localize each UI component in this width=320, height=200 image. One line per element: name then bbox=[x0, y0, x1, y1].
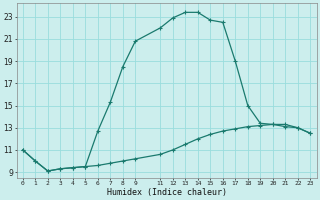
X-axis label: Humidex (Indice chaleur): Humidex (Indice chaleur) bbox=[107, 188, 227, 197]
